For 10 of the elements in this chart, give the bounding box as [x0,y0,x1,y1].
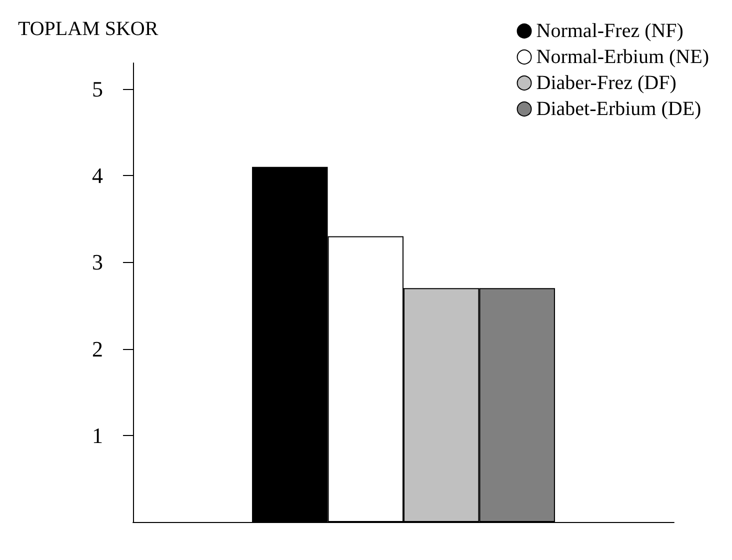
y-tick-label: 1 [92,422,103,448]
legend-label: Diabet-Erbium (DE) [536,98,702,120]
chart-title: TOPLAM SKOR [18,18,159,40]
y-tick-label: 3 [92,250,103,275]
legend-label: Normal-Frez (NF) [536,20,684,42]
y-tick-label: 2 [92,336,103,362]
y-tick-label: 4 [92,163,103,188]
legend-label: Normal-Erbium (NE) [536,46,710,68]
legend-label: Diaber-Frez (DF) [536,72,676,94]
y-tick-label: 5 [92,76,103,102]
